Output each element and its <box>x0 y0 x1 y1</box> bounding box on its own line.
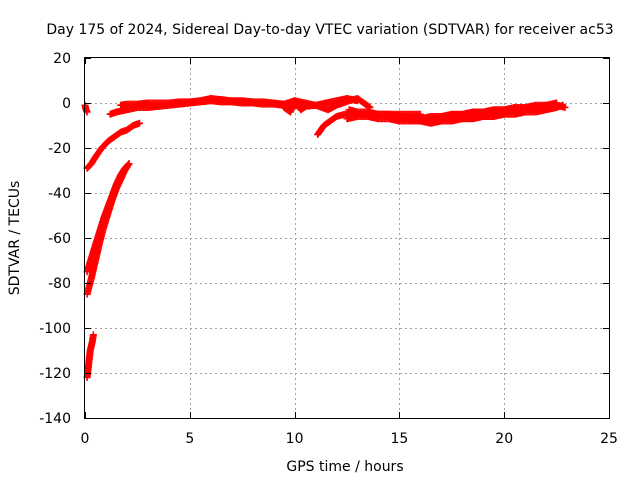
axis-ticks <box>85 58 610 419</box>
y-tick-label: -20 <box>48 141 71 157</box>
y-tick-label: -40 <box>48 186 71 202</box>
x-tick-label: 5 <box>185 431 194 447</box>
x-tick-label: 25 <box>600 431 618 447</box>
data-points <box>81 95 569 381</box>
x-tick-label: 20 <box>495 431 513 447</box>
plot-frame <box>84 57 610 419</box>
series-arc-mid-wiggle <box>280 95 374 116</box>
y-tick-label: -80 <box>48 276 71 292</box>
y-tick-labels: -140 -120 -100 -80 -60 -40 -20 0 20 <box>39 51 71 427</box>
data-point <box>559 101 567 109</box>
series-arc-steep-2 <box>83 160 133 276</box>
data-point <box>125 160 133 168</box>
x-tick-labels: 0 5 10 15 20 25 <box>81 431 618 447</box>
y-tick-label: -120 <box>39 366 71 382</box>
y-tick-label: -100 <box>39 321 71 337</box>
chart-title: Day 175 of 2024, Sidereal Day-to-day VTE… <box>46 22 613 38</box>
x-tick-label: 15 <box>390 431 408 447</box>
y-tick-label: 20 <box>53 51 71 67</box>
y-axis-label: SDTVAR / TECUs <box>7 181 23 296</box>
series-arc-curve <box>83 119 143 172</box>
series-arc-tail-lower <box>395 101 567 127</box>
data-point <box>124 161 132 169</box>
y-tick-label: 0 <box>62 96 71 112</box>
x-tick-label: 10 <box>286 431 304 447</box>
x-tick-label: 0 <box>81 431 90 447</box>
data-point <box>89 331 97 339</box>
series-arc-steep-1 <box>83 160 133 298</box>
x-axis-label: GPS time / hours <box>286 459 403 475</box>
y-tick-label: -140 <box>39 411 71 427</box>
y-tick-label: -60 <box>48 231 71 247</box>
data-point <box>135 119 143 127</box>
